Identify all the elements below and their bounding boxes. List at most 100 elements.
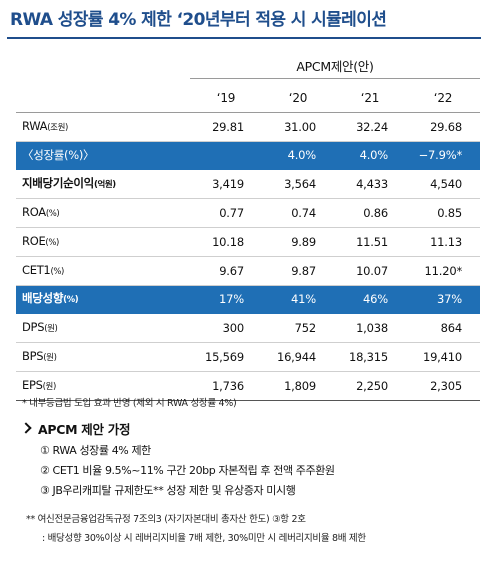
row-label: CET1(%) <box>16 256 190 286</box>
row-unit: (억원) <box>93 180 116 191</box>
cell-value: 9.89 <box>262 227 334 257</box>
cell-value: 31.00 <box>262 112 334 142</box>
table-row-payout-ratio: 배당성향(%) 17% 41% 46% 37% <box>16 285 480 315</box>
row-unit: (원) <box>42 381 57 392</box>
cell-value: 1,809 <box>262 371 334 401</box>
cell-value: 3,564 <box>262 169 334 200</box>
cell-value: −7.9%* <box>406 141 480 171</box>
cell-value: 46% <box>334 285 406 315</box>
table-row-growth-rate: 〈성장률(%)〉 4.0% 4.0% −7.9%* <box>16 141 480 171</box>
section-heading: APCM 제안 가정 <box>20 419 131 438</box>
list-item: ① RWA 성장률 4% 제한 <box>40 444 151 457</box>
table-row-bps: BPS(원) 15,569 16,944 18,315 19,410 <box>16 342 480 372</box>
cell-value: 19,410 <box>406 342 480 372</box>
chevron-right-icon <box>20 422 32 434</box>
cell-value: 4,433 <box>334 169 406 200</box>
table-row-eps: EPS(원) 1,736 1,809 2,250 2,305 <box>16 371 480 401</box>
row-label-text: 지배당기순이익 <box>22 176 94 191</box>
row-label: DPS(원) <box>16 313 190 344</box>
cell-value: 4,540 <box>406 169 480 200</box>
cell-value: 752 <box>262 313 334 344</box>
cell-value: 10.07 <box>334 256 406 286</box>
row-label-text: 〈성장률(%)〉 <box>22 148 95 163</box>
row-label: 배당성향(%) <box>16 285 190 315</box>
cell-value: 2,305 <box>406 371 480 401</box>
row-label-text: ROE <box>22 233 46 248</box>
cell-value: 1,736 <box>190 371 262 401</box>
section-heading-text: APCM 제안 가정 <box>38 422 131 437</box>
cell-value: 15,569 <box>190 342 262 372</box>
cell-value: 4.0% <box>334 141 406 171</box>
cell-value: 0.86 <box>334 198 406 228</box>
cell-value: 11.51 <box>334 227 406 257</box>
row-label-text: BPS <box>22 349 44 364</box>
title-divider <box>7 37 481 39</box>
row-unit: (조원) <box>47 122 68 133</box>
year-header-row: ‘19 ‘20 ‘21 ‘22 <box>16 84 480 113</box>
row-label-text: 배당성향 <box>22 291 64 306</box>
year-header: ‘20 <box>262 84 334 113</box>
cell-value: 0.77 <box>190 198 262 228</box>
row-label: 지배당기순이익(억원) <box>16 169 190 200</box>
row-label: EPS(원) <box>16 371 190 401</box>
row-unit: (%) <box>50 266 64 277</box>
cell-value: 4.0% <box>262 141 334 171</box>
row-label: BPS(원) <box>16 342 190 372</box>
cell-value: 300 <box>190 313 262 344</box>
page-title: RWA 성장률 4% 제한 ‘20년부터 적용 시 시뮬레이션 <box>10 10 387 30</box>
year-header: ‘21 <box>334 84 406 113</box>
table-row-cet1: CET1(%) 9.67 9.87 10.07 11.20* <box>16 256 480 286</box>
cell-value: 9.87 <box>262 256 334 286</box>
row-label-text: DPS <box>22 320 45 335</box>
cell-value: 29.68 <box>406 112 480 142</box>
year-header-blank <box>16 84 190 113</box>
cell-value: 16,944 <box>262 342 334 372</box>
row-unit: (%) <box>63 295 79 306</box>
cell-value: 18,315 <box>334 342 406 372</box>
cell-value: 864 <box>406 313 480 344</box>
footnote-detail: : 배당성향 30%이상 시 레버리지비율 7배 제한, 30%미만 시 레버리… <box>42 533 366 544</box>
table-row-rwa: RWA(조원) 29.81 31.00 32.24 29.68 <box>16 112 480 142</box>
cell-value: 1,038 <box>334 313 406 344</box>
row-unit: (%) <box>45 209 60 220</box>
table-row-net-income: 지배당기순이익(억원) 3,419 3,564 4,433 4,540 <box>16 169 480 200</box>
cell-value: 11.20* <box>406 256 480 286</box>
list-item: ③ JB우리캐피탈 규제한도** 성장 제한 및 유상증자 미시행 <box>40 484 296 497</box>
cell-value: 0.85 <box>406 198 480 228</box>
footnote: ** 여신전문금융업감독규정 7조의3 (자기자본대비 총자산 한도) ③항 2… <box>26 514 306 525</box>
list-item: ② CET1 비율 9.5%~11% 구간 20bp 자본적립 후 전액 주주환… <box>40 464 335 477</box>
assumption-list: ① RWA 성장률 4% 제한 ② CET1 비율 9.5%~11% 구간 20… <box>40 441 335 501</box>
year-header: ‘19 <box>190 84 262 113</box>
year-header: ‘22 <box>406 84 480 113</box>
row-unit: (원) <box>43 353 57 364</box>
cell-value: 0.74 <box>262 198 334 228</box>
cell-value: 9.67 <box>190 256 262 286</box>
cell-value: 17% <box>190 285 262 315</box>
cell-value <box>190 141 262 171</box>
row-label: RWA(조원) <box>16 112 190 142</box>
simulation-table: ‘19 ‘20 ‘21 ‘22 RWA(조원) 29.81 31.00 32.2… <box>16 84 480 401</box>
table-note: * 내부등급법 도입 효과 반영 (제외 시 RWA 성장률 4%) <box>22 398 237 409</box>
row-label-text: RWA <box>22 118 48 133</box>
row-label-text: EPS <box>22 377 43 392</box>
cell-value: 3,419 <box>190 169 262 200</box>
table-row-roe: ROE(%) 10.18 9.89 11.51 11.13 <box>16 227 480 257</box>
row-label-text: CET1 <box>22 262 51 277</box>
table-row-dps: DPS(원) 300 752 1,038 864 <box>16 313 480 344</box>
cell-value: 11.13 <box>406 227 480 257</box>
row-label: ROA(%) <box>16 198 190 228</box>
row-label: 〈성장률(%)〉 <box>16 141 190 171</box>
cell-value: 10.18 <box>190 227 262 257</box>
table-row-roa: ROA(%) 0.77 0.74 0.86 0.85 <box>16 198 480 228</box>
cell-value: 32.24 <box>334 112 406 142</box>
row-unit: (원) <box>44 324 58 335</box>
cell-value: 41% <box>262 285 334 315</box>
cell-value: 29.81 <box>190 112 262 142</box>
cell-value: 37% <box>406 285 480 315</box>
row-unit: (%) <box>45 237 59 248</box>
row-label: ROE(%) <box>16 227 190 257</box>
column-group-divider <box>190 78 480 79</box>
column-group-header: APCM제안(안) <box>296 59 374 74</box>
row-label-text: ROA <box>22 205 46 220</box>
cell-value: 2,250 <box>334 371 406 401</box>
